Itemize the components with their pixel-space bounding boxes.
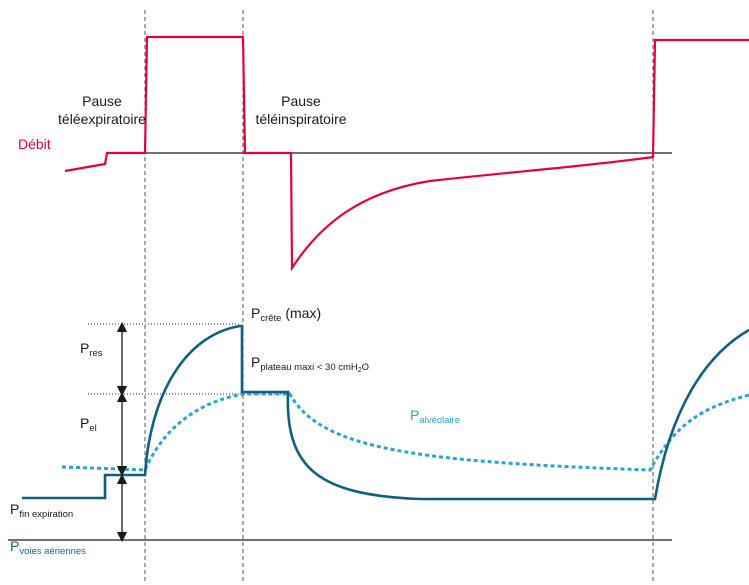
- flow-curve: [64, 35, 749, 272]
- alveolar-pressure-curve: [61, 392, 749, 472]
- pause-expi-label-1: Pause: [82, 93, 122, 109]
- p-el-label: Pel: [80, 415, 97, 434]
- p-res-label: Pres: [80, 340, 103, 359]
- p-crete-label: Pcrête (max): [251, 305, 321, 324]
- debit-label: Débit: [18, 136, 51, 152]
- pause-inspi-label-1: Pause: [281, 93, 321, 109]
- p-fin-label: Pfin expiration: [10, 501, 73, 520]
- airway-pressure-curve: [22, 324, 749, 501]
- phase-markers: [144, 10, 654, 582]
- p-voies-label: Pvoies aériennes: [10, 538, 86, 557]
- pause-expi-label-2: téléexpiratoire: [58, 111, 146, 127]
- p-alveolaire-label: Palvéolaire: [410, 407, 460, 426]
- pause-inspi-label-2: téléinspiratoire: [255, 111, 346, 127]
- p-plateau-label: Pplateau maxi < 30 cmH2O: [251, 354, 369, 374]
